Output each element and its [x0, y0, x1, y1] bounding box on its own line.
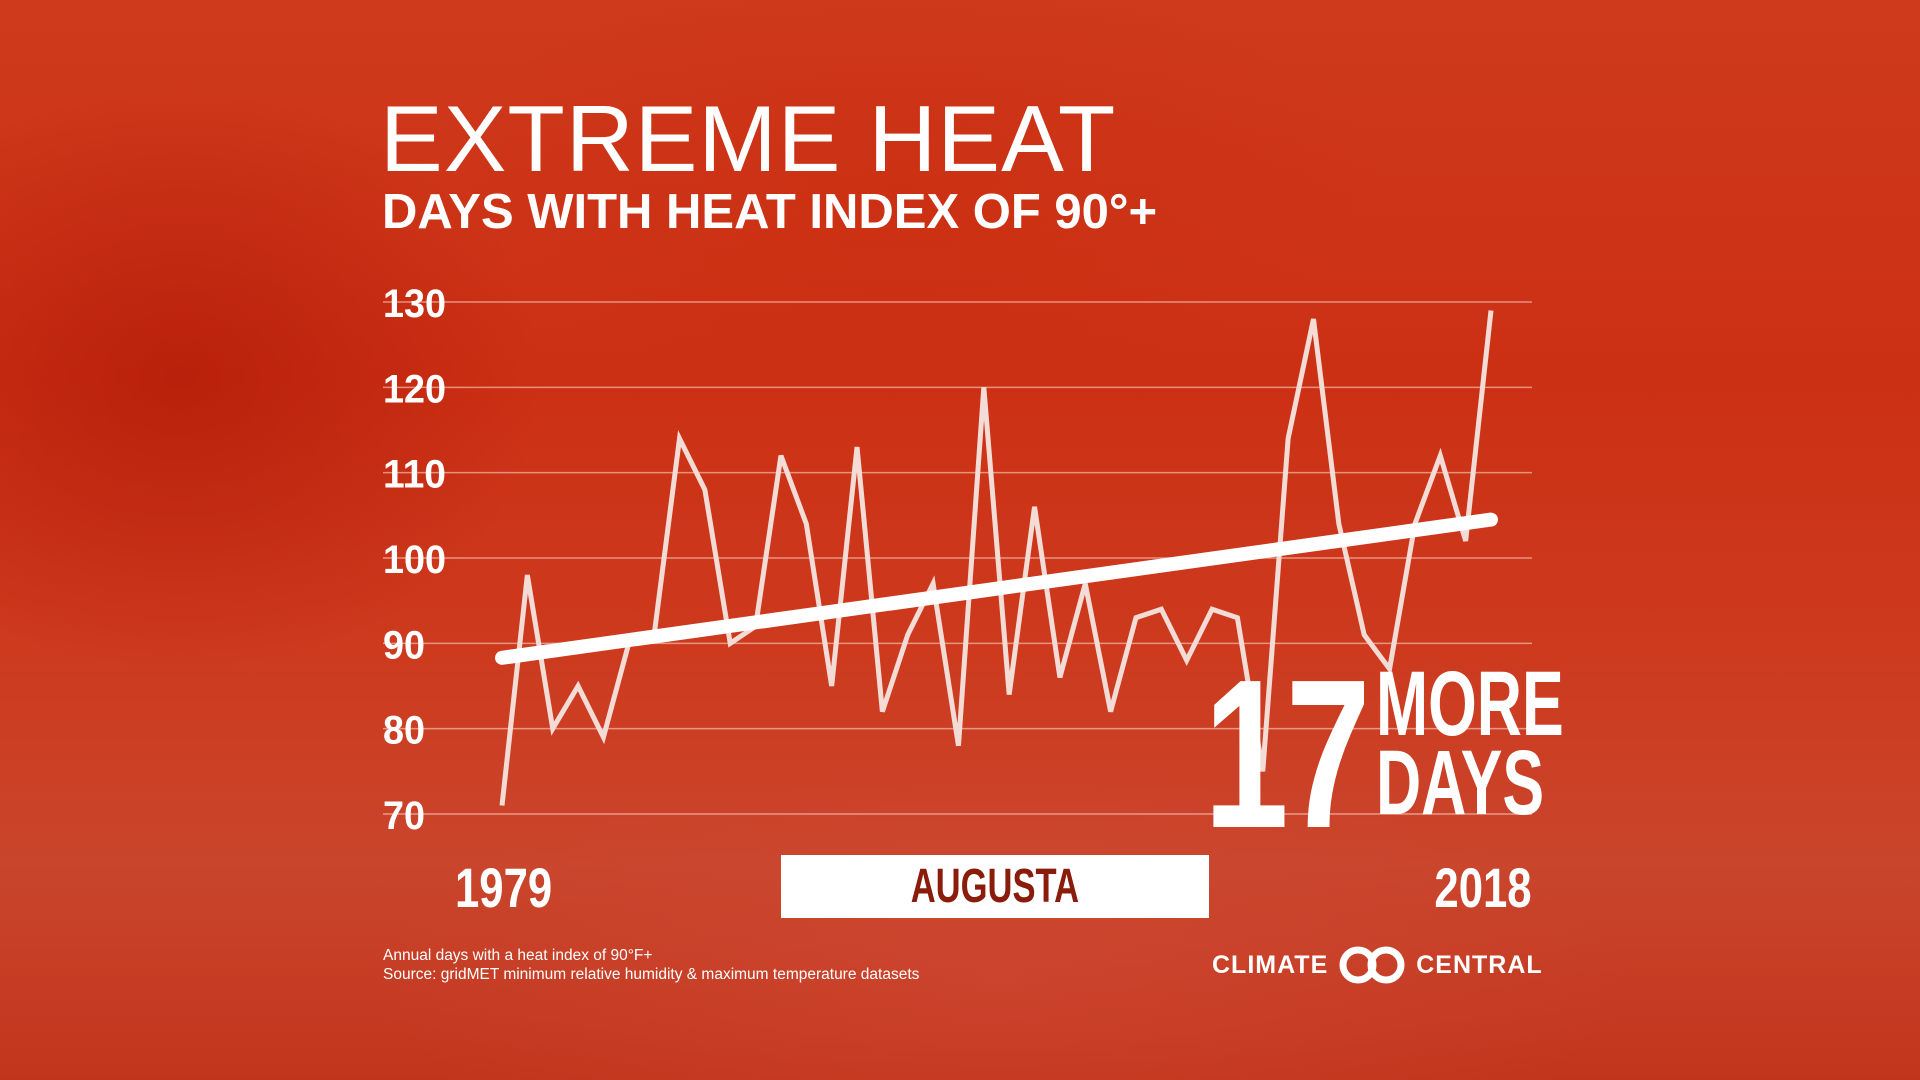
chart-subtitle: DAYS WITH HEAT INDEX OF 90°+ — [382, 185, 1158, 239]
y-tick-label: 130 — [383, 282, 446, 326]
chart-title: EXTREME HEAT — [380, 86, 1117, 191]
trend-line — [495, 512, 1498, 665]
y-tick-label: 70 — [383, 794, 425, 838]
highlight-label: MORE DAYS — [1376, 653, 1564, 835]
location-badge: AUGUSTA — [781, 855, 1209, 918]
footer-note: Annual days with a heat index of 90°F+ — [383, 947, 653, 964]
y-tick-label: 110 — [383, 453, 446, 497]
y-tick-label: 90 — [383, 623, 425, 667]
y-tick-label: 80 — [383, 709, 425, 753]
climate-central-logo: CLIMATE CENTRAL — [1212, 945, 1543, 985]
highlight-number: 17 — [1203, 635, 1371, 872]
logo-text-right: CENTRAL — [1416, 950, 1543, 979]
highlight-line1: MORE — [1376, 653, 1564, 755]
footer-notes: Annual days with a heat index of 90°F+ S… — [383, 946, 919, 984]
footer-source: Source: gridMET minimum relative humidit… — [383, 966, 920, 983]
y-tick-label: 100 — [383, 538, 446, 582]
highlight-line2: DAYS — [1376, 732, 1545, 835]
infinity-rings-icon — [1339, 946, 1405, 984]
location-name: AUGUSTA — [910, 860, 1080, 913]
x-end-label: 2018 — [1434, 856, 1532, 919]
series-line — [499, 310, 1494, 806]
x-start-label: 1979 — [455, 856, 553, 919]
logo-text-left: CLIMATE — [1212, 950, 1329, 979]
y-tick-label: 120 — [383, 367, 446, 411]
